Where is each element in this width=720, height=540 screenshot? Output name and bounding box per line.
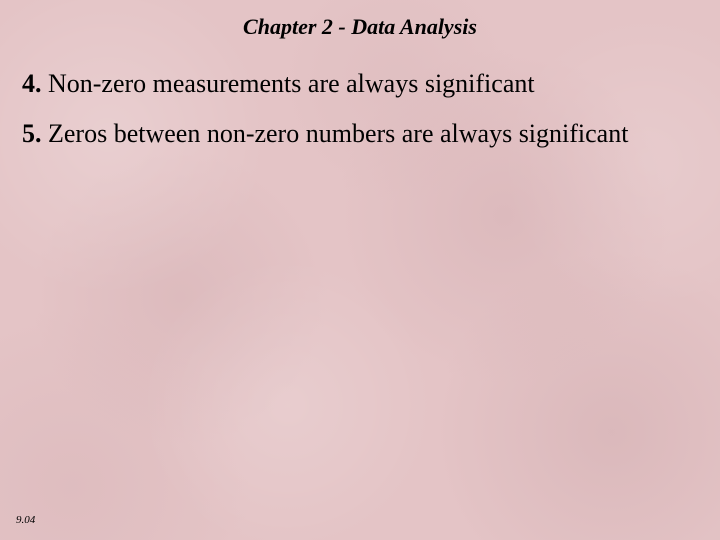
- rule-text: Non-zero measurements are always signifi…: [42, 69, 535, 98]
- footer-note: 9.04: [16, 514, 35, 526]
- rule-item: 5. Zeros between non-zero numbers are al…: [22, 118, 698, 150]
- rule-number: 5.: [22, 119, 42, 148]
- rule-number: 4.: [22, 69, 42, 98]
- chapter-title: Chapter 2 - Data Analysis: [0, 0, 720, 40]
- rule-item: 4. Non-zero measurements are always sign…: [22, 68, 698, 100]
- content-area: 4. Non-zero measurements are always sign…: [0, 40, 720, 149]
- rule-text: Zeros between non-zero numbers are alway…: [42, 119, 629, 148]
